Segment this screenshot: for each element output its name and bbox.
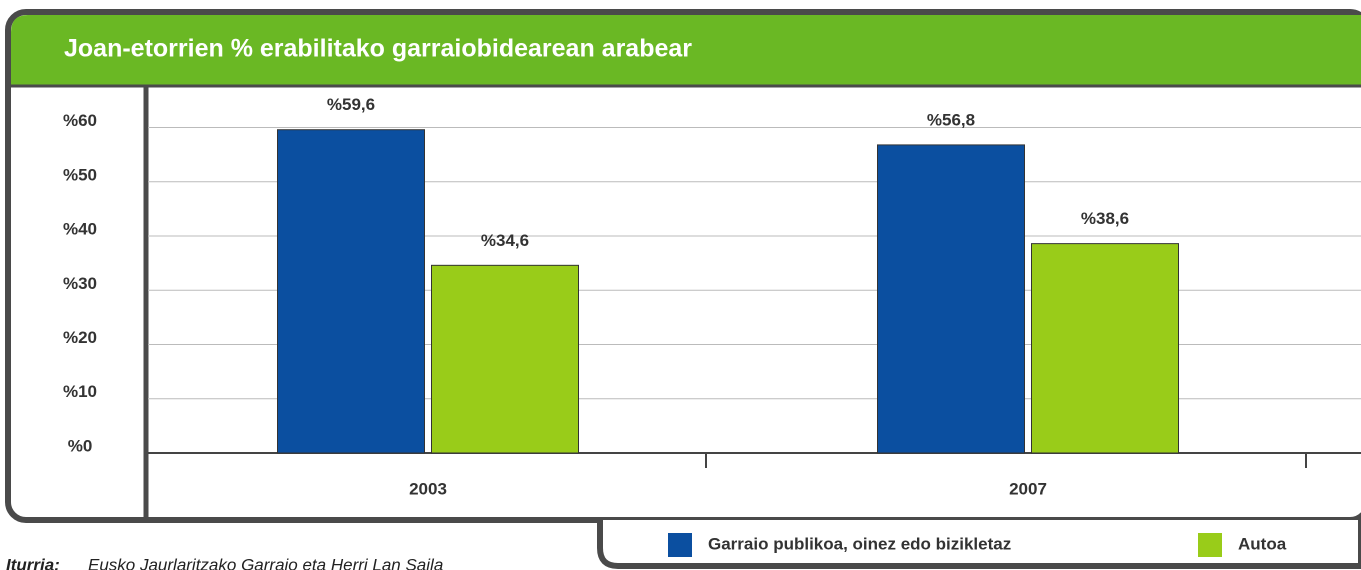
y-tick-label: %20 — [63, 328, 97, 347]
source-text: Eusko Jaurlaritzako Garraio eta Herri La… — [88, 555, 443, 570]
bar — [431, 264, 579, 454]
y-tick-label: %50 — [63, 165, 97, 184]
value-label: %59,6 — [327, 95, 375, 114]
y-tick-label: %10 — [63, 382, 97, 401]
value-label: %56,8 — [927, 110, 975, 129]
bar — [877, 144, 1025, 454]
y-tick-label: %40 — [63, 220, 97, 239]
y-tick-label: %0 — [68, 436, 93, 455]
value-label: %38,6 — [1081, 209, 1129, 228]
legend-swatch — [1198, 533, 1222, 557]
title-bar — [11, 15, 1361, 85]
x-tick-label: 2003 — [409, 479, 447, 498]
value-label: %34,6 — [481, 231, 529, 250]
legend-label: Autoa — [1238, 534, 1287, 553]
y-tick-label: %30 — [63, 274, 97, 293]
chart-title: Joan-etorrien % erabilitako garraiobidea… — [64, 35, 692, 63]
x-tick-label: 2007 — [1009, 479, 1047, 498]
legend-swatch — [668, 533, 692, 557]
legend-label: Garraio publikoa, oinez edo bizikletaz — [708, 534, 1011, 553]
source-label: Iturria: — [6, 555, 60, 570]
y-tick-label: %60 — [63, 111, 97, 130]
bar — [277, 129, 425, 454]
legend-box — [597, 520, 1361, 569]
bar — [1031, 243, 1179, 454]
